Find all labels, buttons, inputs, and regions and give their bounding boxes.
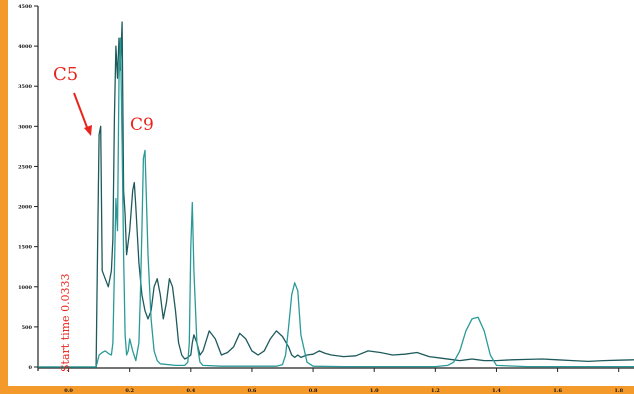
x-tick-label: 1.0 [370, 388, 379, 394]
y-tick-label: 0 [29, 365, 33, 371]
x-tick-label: 0.2 [125, 388, 134, 394]
annotation-c5-arrowhead [84, 125, 92, 136]
x-tick-label: 0.8 [309, 388, 318, 394]
series-line-2 [38, 37, 634, 368]
y-tick-label: 4000 [18, 44, 32, 50]
x-tick-label: 0.0 [64, 388, 73, 394]
x-tick-label: 0.4 [186, 388, 195, 394]
series-line-1 [38, 21, 634, 368]
y-tick-label: 1000 [18, 285, 32, 291]
y-tick-label: 3000 [18, 124, 32, 130]
y-tick-label: 500 [22, 325, 33, 331]
y-tick-label: 4500 [18, 4, 32, 10]
annotation-c5-arrow [73, 92, 89, 131]
y-tick-label: 1500 [18, 245, 32, 251]
series-layer [38, 21, 634, 368]
x-tick-label: 1.6 [553, 388, 562, 394]
annotation-c5: C5 [53, 64, 78, 85]
plot-background [8, 0, 634, 386]
y-tick-label: 2500 [18, 164, 32, 170]
x-tick-label: 1.4 [492, 388, 501, 394]
annotation-layer: C5 C9 Start time 0.0333 [53, 64, 154, 372]
annotation-start-time: Start time 0.0333 [59, 273, 72, 372]
y-tick-label: 3500 [18, 84, 32, 90]
x-tick-label: 1.2 [431, 388, 440, 394]
axes-layer: 0 500 1000 1500 2000 2500 3000 3500 4000 4500 0.0 0… [18, 4, 634, 394]
y-tick-label: 2000 [18, 205, 32, 211]
x-tick-label: 1.8 [614, 388, 623, 394]
annotation-c9: C9 [130, 115, 154, 135]
x-tick-label: 0.6 [248, 388, 257, 394]
